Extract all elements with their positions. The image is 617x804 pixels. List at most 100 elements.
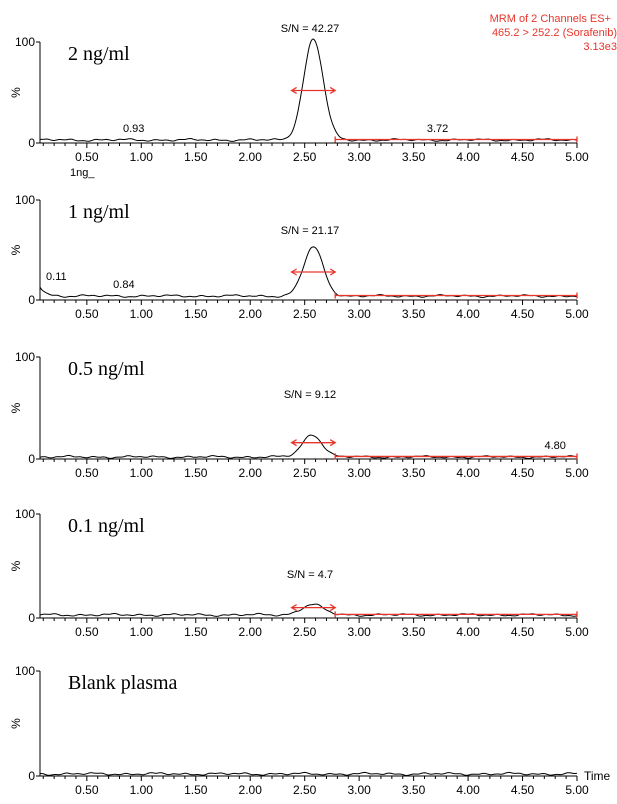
x-tick-label: 4.00	[456, 150, 480, 164]
chromatogram-trace	[39, 246, 577, 299]
header-line-2: 465.2 > 252.2 (Sorafenib)	[492, 27, 617, 39]
x-tick-label: 3.00	[347, 307, 371, 321]
peak-label: 3.72	[427, 123, 448, 135]
x-tick-label: 4.50	[511, 307, 535, 321]
chart-title: 0.1 ng/ml	[68, 515, 145, 537]
y-axis-label: %	[9, 244, 23, 255]
x-tick-label: 1.50	[184, 150, 208, 164]
x-axis-time-label: Time	[584, 769, 611, 783]
x-tick-label: 1.00	[130, 625, 154, 639]
signal-marker-left-arrow	[290, 86, 297, 95]
chart-title: Blank plasma	[68, 672, 178, 694]
signal-marker-left-arrow	[290, 439, 297, 447]
x-tick-label: 2.00	[239, 783, 263, 797]
y-tick-label-100: 100	[15, 193, 35, 207]
y-tick-label-100: 100	[15, 664, 35, 678]
peak-label: 0.11	[46, 271, 67, 283]
signal-marker-right-arrow	[329, 439, 337, 447]
x-tick-label: 5.00	[565, 625, 589, 639]
sn-ratio-label: S/N = 9.12	[284, 389, 336, 401]
x-tick-label: 5.00	[565, 307, 589, 321]
x-tick-label: 4.00	[456, 466, 480, 480]
x-tick-label: 0.50	[75, 783, 99, 797]
x-tick-label: 2.00	[239, 466, 263, 480]
x-tick-label: 1.50	[184, 466, 208, 480]
y-tick-label-100: 100	[15, 35, 35, 49]
x-tick-label: 2.00	[239, 150, 263, 164]
peak-label: 0.84	[113, 279, 134, 291]
x-tick-label: 4.50	[511, 150, 535, 164]
chart-title: 2 ng/ml	[68, 43, 130, 65]
chart-panel-1: 2 ng/ml 100 0% 0.50 1.00 1.50 2.00 2.50 3.00 3.50…	[9, 23, 589, 179]
peak-label: 4.80	[545, 440, 566, 452]
y-axis-label: %	[9, 87, 23, 98]
header-line-1: MRM of 2 Channels ES+	[490, 13, 611, 25]
chart-title: 0.5 ng/ml	[68, 358, 145, 380]
y-tick-label-0: 0	[28, 452, 35, 466]
y-axis-label: %	[9, 560, 23, 571]
x-tick-label: 3.50	[402, 466, 426, 480]
x-tick-label: 3.50	[402, 307, 426, 321]
x-tick-label: 4.50	[511, 466, 535, 480]
signal-marker-left-arrow	[290, 268, 297, 276]
y-tick-label-0: 0	[28, 769, 35, 783]
x-tick-label: 4.50	[511, 625, 535, 639]
chart-panel-4: 0.1 ng/ml 100 0% 0.50 1.00 1.50 2.00 2.50 3.00 3.…	[9, 507, 589, 639]
signal-marker-right-arrow	[329, 604, 337, 612]
signal-marker-right-arrow	[329, 268, 337, 276]
x-tick-label: 3.00	[347, 625, 371, 639]
x-tick-label: 4.00	[456, 307, 480, 321]
x-tick-label: 3.00	[347, 150, 371, 164]
x-tick-label: 3.50	[402, 150, 426, 164]
x-tick-label: 2.50	[293, 466, 317, 480]
y-tick-label-100: 100	[15, 350, 35, 364]
y-axis-label: %	[9, 402, 23, 413]
sn-ratio-label: S/N = 42.27	[281, 23, 339, 35]
chromatogram-trace	[39, 603, 578, 617]
chromatogram-trace	[39, 434, 578, 460]
x-tick-label: 5.00	[565, 783, 589, 797]
peak-label: 0.93	[123, 123, 144, 135]
x-tick-label: 2.00	[239, 307, 263, 321]
y-tick-label-0: 0	[28, 136, 35, 150]
y-tick-label-0: 0	[28, 611, 35, 625]
signal-marker-right-arrow	[329, 86, 337, 95]
x-tick-label: 1.00	[130, 783, 154, 797]
x-tick-label: 1.50	[184, 783, 208, 797]
x-tick-label: 0.50	[75, 625, 99, 639]
x-tick-label: 0.50	[75, 466, 99, 480]
x-tick-label: 1.00	[130, 466, 154, 480]
x-tick-label: 4.50	[511, 783, 535, 797]
x-tick-label: 2.50	[293, 150, 317, 164]
x-tick-label: 2.50	[293, 307, 317, 321]
signal-marker-left-arrow	[290, 604, 297, 612]
x-tick-label: 3.00	[347, 466, 371, 480]
sn-ratio-label: S/N = 4.7	[287, 569, 333, 581]
sn-ratio-label: S/N = 21.17	[281, 225, 339, 237]
x-tick-label: 4.00	[456, 625, 480, 639]
chart-title: 1 ng/ml	[68, 201, 130, 223]
x-tick-label: 4.00	[456, 783, 480, 797]
x-tick-label: 2.00	[239, 625, 263, 639]
x-tick-label: 3.50	[402, 783, 426, 797]
chart-panel-2: 1 ng/ml 100 0% 0.50 1.00 1.50 2.00 2.50 3.00 3.50…	[9, 193, 589, 321]
y-axis-label: %	[9, 718, 23, 729]
x-tick-label: 5.00	[565, 466, 589, 480]
y-tick-label-0: 0	[28, 293, 35, 307]
y-tick-label-100: 100	[15, 507, 35, 521]
x-tick-label: 2.50	[293, 783, 317, 797]
x-tick-label: 5.00	[565, 150, 589, 164]
x-tick-label: 3.00	[347, 783, 371, 797]
x-tick-label: 2.50	[293, 625, 317, 639]
x-tick-label: 1.50	[184, 307, 208, 321]
x-tick-label: 1.50	[184, 625, 208, 639]
x-tick-label: 1.00	[130, 307, 154, 321]
chromatogram-trace	[40, 771, 578, 777]
x-tick-label: 0.50	[75, 150, 99, 164]
panel-sub-label: 1ng_	[70, 167, 95, 179]
header-line-3: 3.13e3	[583, 41, 617, 53]
chart-panel-3: 0.5 ng/ml 100 0% 0.50 1.00 1.50 2.00 2.50 3.00 3.…	[9, 350, 589, 480]
x-tick-label: 0.50	[75, 307, 99, 321]
x-tick-label: 3.50	[402, 625, 426, 639]
